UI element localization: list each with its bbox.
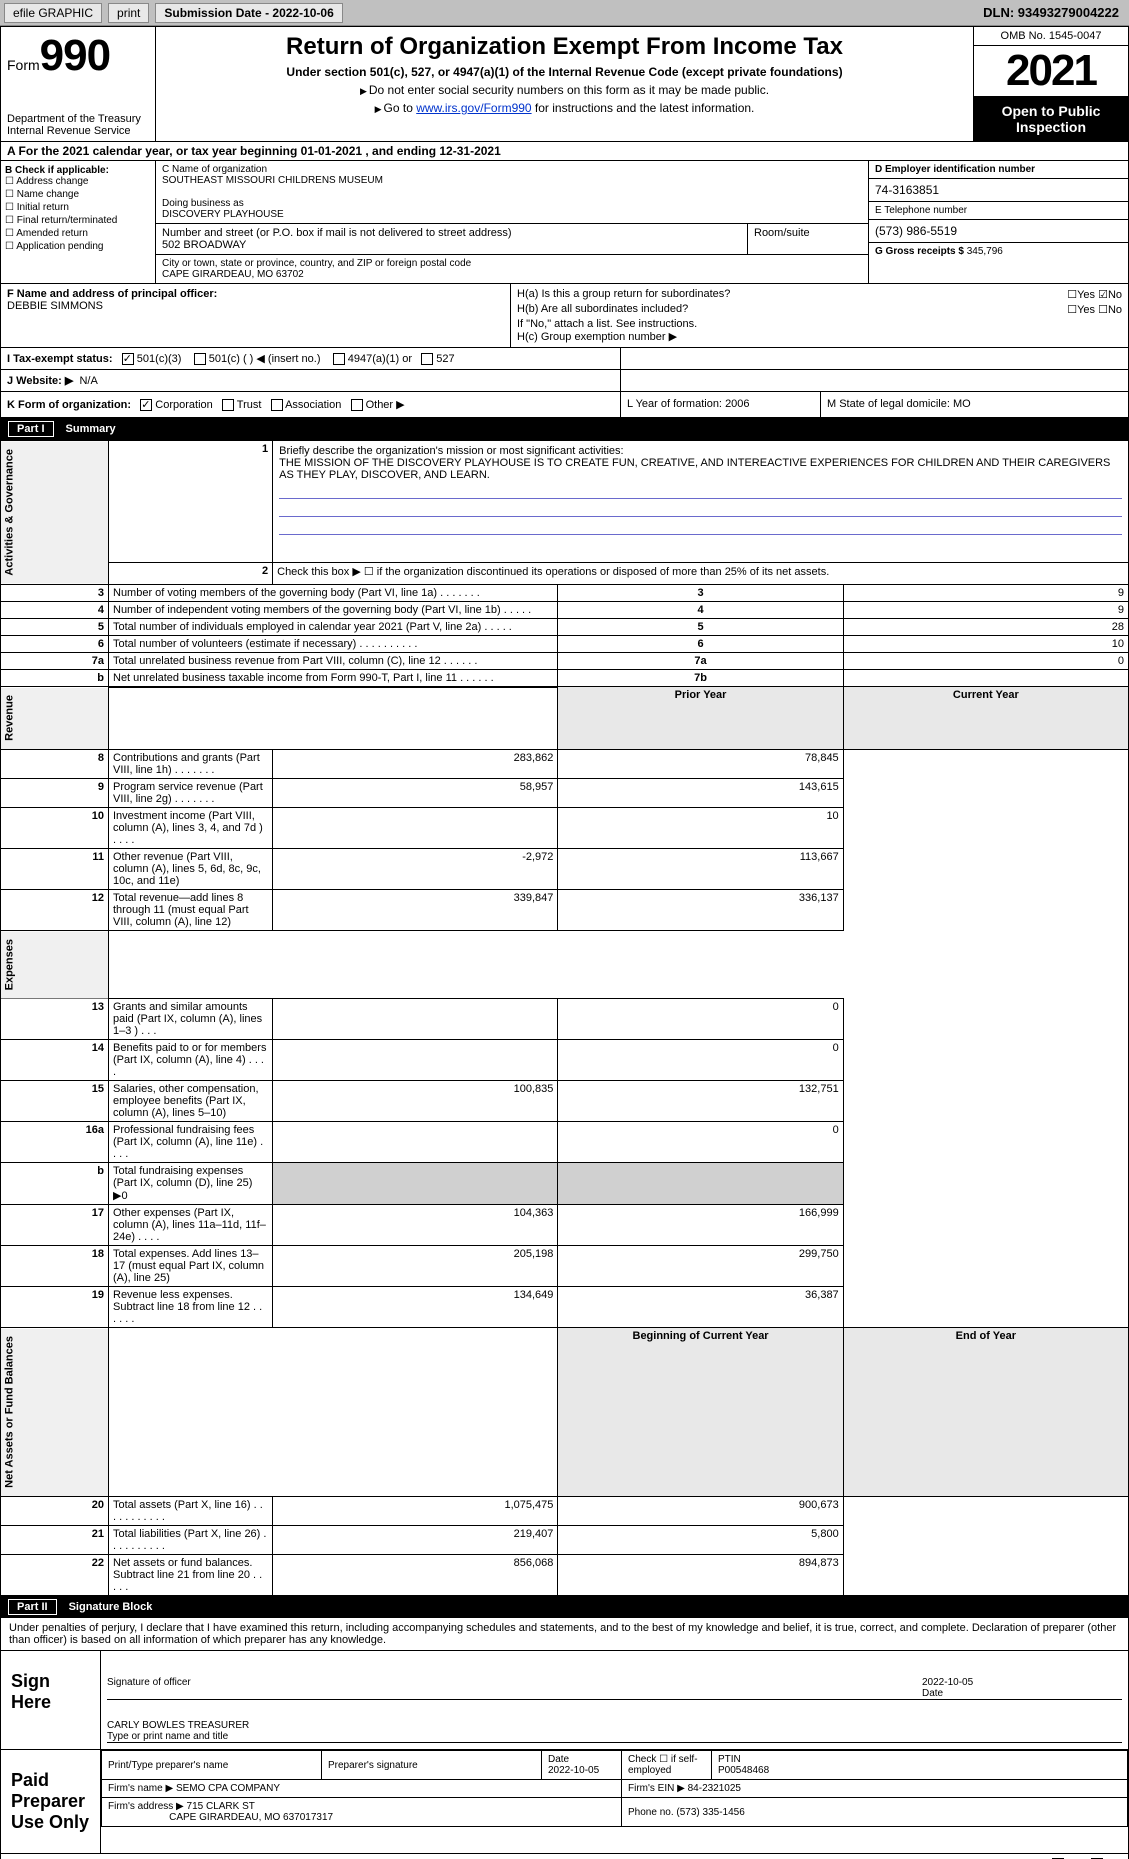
box-b: B Check if applicable: ☐ Address change … bbox=[1, 161, 156, 283]
box-d: D Employer identification number 74-3163… bbox=[868, 161, 1128, 283]
ein-value: 74-3163851 bbox=[869, 179, 1128, 202]
vlabel-revenue: Revenue bbox=[1, 687, 109, 750]
discuss-row: May the IRS discuss this return with the… bbox=[0, 1854, 1129, 1859]
vlabel-actgov: Activities & Governance bbox=[1, 441, 109, 585]
cb-corp[interactable] bbox=[140, 399, 152, 411]
cb-final-return[interactable]: ☐ Final return/terminated bbox=[5, 215, 151, 226]
cb-discuss-no[interactable] bbox=[1091, 1858, 1103, 1859]
cb-assoc[interactable] bbox=[271, 399, 283, 411]
dept-label: Department of the Treasury Internal Reve… bbox=[7, 113, 149, 137]
table-row: 10Investment income (Part VIII, column (… bbox=[1, 808, 1129, 849]
table-row: 18Total expenses. Add lines 13–17 (must … bbox=[1, 1246, 1129, 1287]
officer-name: CARLY BOWLES TREASURER bbox=[107, 1720, 249, 1731]
firm-name: SEMO CPA COMPANY bbox=[176, 1783, 280, 1794]
signature-block: Under penalties of perjury, I declare th… bbox=[0, 1618, 1129, 1854]
form-subtitle: Under section 501(c), 527, or 4947(a)(1)… bbox=[164, 65, 965, 79]
tax-year: 2021 bbox=[974, 46, 1128, 97]
box-c: C Name of organization SOUTHEAST MISSOUR… bbox=[156, 161, 868, 283]
cb-name-change[interactable]: ☐ Name change bbox=[5, 189, 151, 200]
sign-here-label: Sign Here bbox=[1, 1651, 101, 1749]
firm-phone: (573) 335-1456 bbox=[676, 1807, 744, 1818]
cb-527[interactable] bbox=[421, 353, 433, 365]
telephone: (573) 986-5519 bbox=[869, 220, 1128, 243]
street-address: 502 BROADWAY bbox=[162, 239, 741, 251]
cb-app-pending[interactable]: ☐ Application pending bbox=[5, 241, 151, 252]
cb-amended[interactable]: ☐ Amended return bbox=[5, 228, 151, 239]
sig-date: 2022-10-05 bbox=[922, 1677, 973, 1688]
table-row: 6Total number of volunteers (estimate if… bbox=[1, 635, 1129, 652]
row-j: J Website: ▶ N/A bbox=[0, 370, 1129, 392]
form-header: Form990 Department of the Treasury Inter… bbox=[0, 26, 1129, 142]
table-row: bTotal fundraising expenses (Part IX, co… bbox=[1, 1163, 1129, 1205]
top-toolbar: efile GRAPHIC print Submission Date - 20… bbox=[0, 0, 1129, 26]
city-state-zip: CAPE GIRARDEAU, MO 63702 bbox=[162, 269, 862, 280]
mission-text: THE MISSION OF THE DISCOVERY PLAYHOUSE I… bbox=[279, 457, 1122, 481]
irs-link[interactable]: www.irs.gov/Form990 bbox=[416, 101, 531, 115]
table-row: bNet unrelated business taxable income f… bbox=[1, 669, 1129, 687]
table-row: 13Grants and similar amounts paid (Part … bbox=[1, 999, 1129, 1040]
part1-header: Part ISummary bbox=[0, 418, 1129, 440]
cb-address-change[interactable]: ☐ Address change bbox=[5, 176, 151, 187]
cb-trust[interactable] bbox=[222, 399, 234, 411]
link-note: Go to www.irs.gov/Form990 for instructio… bbox=[164, 101, 965, 115]
dba-name: DISCOVERY PLAYHOUSE bbox=[162, 209, 862, 220]
cb-501c3[interactable] bbox=[122, 353, 134, 365]
table-row: 15Salaries, other compensation, employee… bbox=[1, 1081, 1129, 1122]
table-row: 8Contributions and grants (Part VIII, li… bbox=[1, 750, 1129, 779]
gross-receipts: 345,796 bbox=[967, 246, 1003, 257]
cb-501c[interactable] bbox=[194, 353, 206, 365]
open-inspection: Open to Public Inspection bbox=[974, 97, 1128, 141]
org-name: SOUTHEAST MISSOURI CHILDRENS MUSEUM bbox=[162, 175, 862, 186]
table-row: 17Other expenses (Part IX, column (A), l… bbox=[1, 1205, 1129, 1246]
summary-table: Activities & Governance 1 Briefly descri… bbox=[0, 440, 1129, 1596]
table-row: 12Total revenue—add lines 8 through 11 (… bbox=[1, 890, 1129, 931]
vlabel-netassets: Net Assets or Fund Balances bbox=[1, 1328, 109, 1497]
omb-number: OMB No. 1545-0047 bbox=[974, 27, 1128, 46]
website-value: N/A bbox=[79, 375, 97, 387]
row-fh: F Name and address of principal officer:… bbox=[0, 284, 1129, 348]
part2-header: Part IISignature Block bbox=[0, 1596, 1129, 1618]
table-row: 7aTotal unrelated business revenue from … bbox=[1, 652, 1129, 669]
perjury-declaration: Under penalties of perjury, I declare th… bbox=[1, 1618, 1128, 1650]
privacy-note: Do not enter social security numbers on … bbox=[164, 83, 965, 97]
table-row: 20Total assets (Part X, line 16) . . . .… bbox=[1, 1497, 1129, 1526]
firm-ein: 84-2321025 bbox=[688, 1783, 741, 1794]
row-klm: K Form of organization: Corporation Trus… bbox=[0, 392, 1129, 418]
principal-officer: DEBBIE SIMMONS bbox=[7, 300, 504, 312]
row-a-period: A For the 2021 calendar year, or tax yea… bbox=[0, 142, 1129, 161]
cb-initial-return[interactable]: ☐ Initial return bbox=[5, 202, 151, 213]
room-suite: Room/suite bbox=[748, 224, 868, 254]
vlabel-expenses: Expenses bbox=[1, 931, 109, 999]
prep-date: 2022-10-05 bbox=[548, 1765, 599, 1776]
state-domicile: MO bbox=[953, 398, 971, 410]
table-row: 14Benefits paid to or for members (Part … bbox=[1, 1040, 1129, 1081]
table-row: 9Program service revenue (Part VIII, lin… bbox=[1, 779, 1129, 808]
ptin-value: P00548468 bbox=[718, 1765, 769, 1776]
row-ij: I Tax-exempt status: 501(c)(3) 501(c) ( … bbox=[0, 348, 1129, 370]
cb-other[interactable] bbox=[351, 399, 363, 411]
table-row: 22Net assets or fund balances. Subtract … bbox=[1, 1555, 1129, 1596]
table-row: 3Number of voting members of the governi… bbox=[1, 584, 1129, 601]
table-row: 21Total liabilities (Part X, line 26) . … bbox=[1, 1526, 1129, 1555]
table-row: 16aProfessional fundraising fees (Part I… bbox=[1, 1122, 1129, 1163]
firm-addr: 715 CLARK ST bbox=[187, 1801, 255, 1812]
dln-label: DLN: 93493279004222 bbox=[983, 5, 1125, 20]
table-row: 11Other revenue (Part VIII, column (A), … bbox=[1, 849, 1129, 890]
header-grid: B Check if applicable: ☐ Address change … bbox=[0, 161, 1129, 284]
form-title: Return of Organization Exempt From Incom… bbox=[164, 33, 965, 61]
table-row: 4Number of independent voting members of… bbox=[1, 601, 1129, 618]
table-row: 19Revenue less expenses. Subtract line 1… bbox=[1, 1287, 1129, 1328]
form-number: Form990 bbox=[7, 31, 149, 81]
year-formation: 2006 bbox=[725, 398, 749, 410]
efile-button[interactable]: efile GRAPHIC bbox=[4, 3, 102, 23]
submission-date: Submission Date - 2022-10-06 bbox=[155, 3, 342, 23]
paid-preparer-label: Paid Preparer Use Only bbox=[1, 1750, 101, 1853]
cb-4947[interactable] bbox=[333, 353, 345, 365]
print-button[interactable]: print bbox=[108, 3, 149, 23]
cb-discuss-yes[interactable] bbox=[1052, 1858, 1064, 1859]
table-row: 5Total number of individuals employed in… bbox=[1, 618, 1129, 635]
